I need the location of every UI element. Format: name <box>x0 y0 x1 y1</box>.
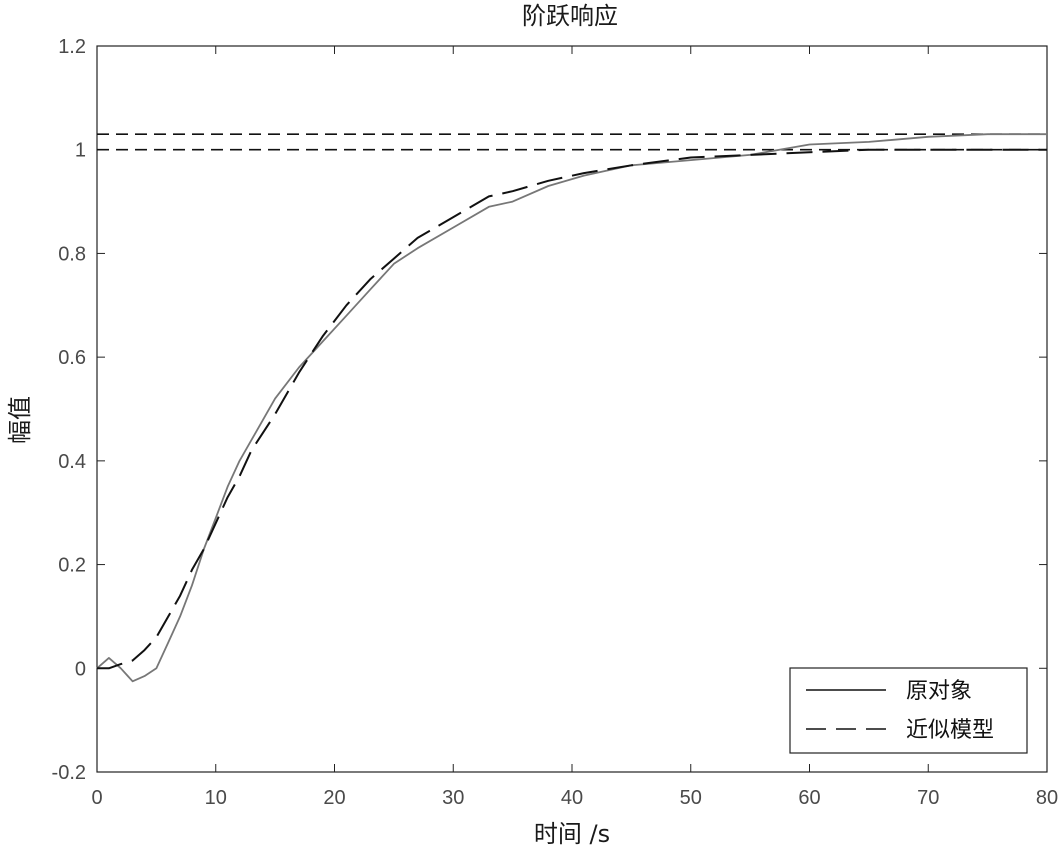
y-tick-label: 0 <box>75 658 86 680</box>
chart-title: 阶跃响应 <box>522 2 618 30</box>
reference-lines <box>97 133 1047 151</box>
series-line-approx-model <box>97 148 1047 670</box>
series-layer <box>96 133 1047 683</box>
x-tick-label: 50 <box>680 787 702 809</box>
x-tick-label: 0 <box>91 787 102 809</box>
y-tick-label: -0.2 <box>52 762 86 784</box>
series-line-original <box>96 133 1047 683</box>
x-tick-label: 80 <box>1036 787 1058 809</box>
y-axis-title: 幅值 <box>6 396 34 444</box>
y-tick-label: 0.8 <box>58 243 86 265</box>
y-tick-label: 0.4 <box>58 451 86 473</box>
x-tick-label: 20 <box>323 787 345 809</box>
x-tick-label: 60 <box>798 787 820 809</box>
x-tick-label: 70 <box>917 787 939 809</box>
legend-label-original: 原对象 <box>906 679 972 704</box>
legend-label-model: 近似模型 <box>906 718 994 743</box>
y-tick-label: 1.2 <box>58 36 86 58</box>
y-tick-label: 1 <box>75 140 86 162</box>
y-tick-label: 0.6 <box>58 347 86 369</box>
legend: 原对象 近似模型 <box>789 667 1028 754</box>
legend-box <box>789 667 1028 754</box>
x-tick-label: 10 <box>205 787 227 809</box>
axis-tick-labels: 0 10 20 30 40 50 60 70 80-0.200.20.40.60.811.2 <box>52 36 1059 809</box>
x-axis-title: 时间 /s <box>534 820 610 848</box>
x-tick-label: 30 <box>442 787 464 809</box>
x-tick-label: 40 <box>561 787 583 809</box>
y-tick-label: 0.2 <box>58 555 86 577</box>
